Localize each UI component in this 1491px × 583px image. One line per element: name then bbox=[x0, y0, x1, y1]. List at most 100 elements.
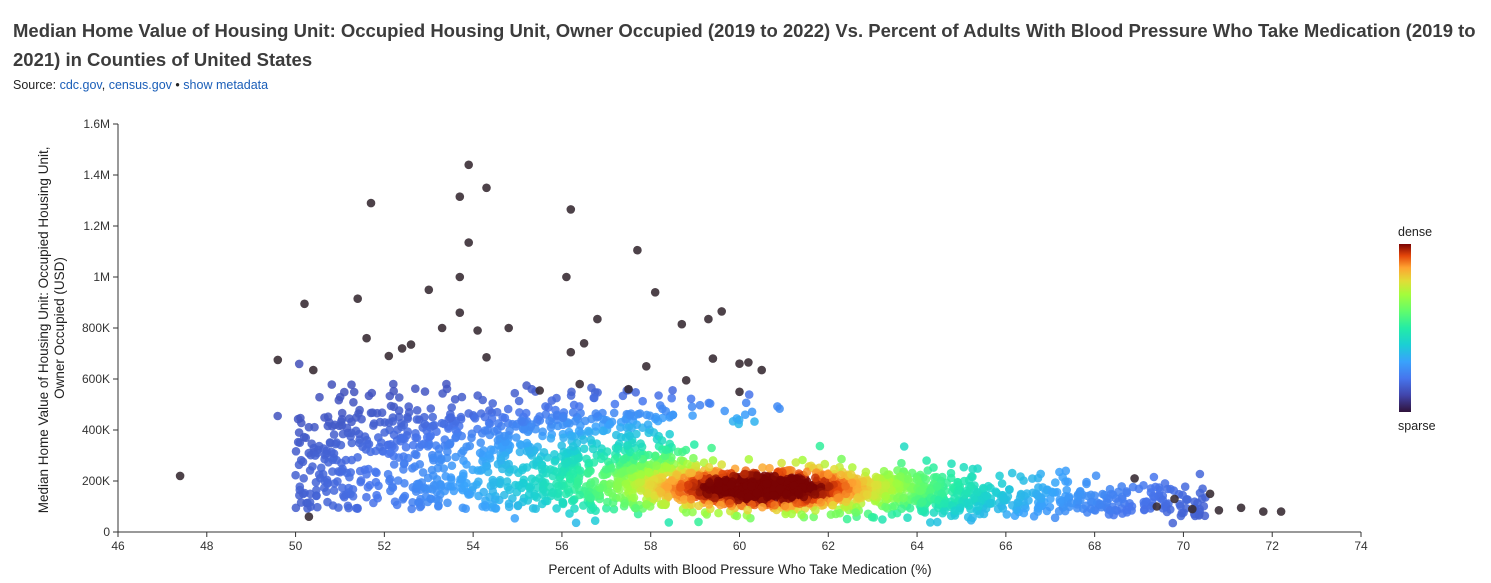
data-point[interactable] bbox=[525, 484, 535, 493]
data-point[interactable] bbox=[434, 502, 443, 511]
data-point[interactable] bbox=[357, 414, 366, 424]
outlier-data-point[interactable] bbox=[735, 387, 744, 397]
data-point[interactable] bbox=[572, 477, 582, 486]
data-point[interactable] bbox=[340, 387, 349, 397]
data-point[interactable] bbox=[644, 450, 653, 460]
data-point[interactable] bbox=[586, 493, 595, 503]
data-point[interactable] bbox=[485, 406, 494, 415]
data-point[interactable] bbox=[659, 499, 668, 508]
data-point[interactable] bbox=[408, 440, 418, 450]
data-point[interactable] bbox=[619, 455, 629, 464]
data-point[interactable] bbox=[347, 438, 357, 448]
data-point[interactable] bbox=[389, 460, 399, 469]
data-point[interactable] bbox=[777, 458, 786, 468]
data-point[interactable] bbox=[841, 497, 851, 507]
data-point[interactable] bbox=[384, 449, 393, 459]
data-point[interactable] bbox=[349, 398, 358, 407]
data-point[interactable] bbox=[464, 409, 474, 418]
outlier-data-point[interactable] bbox=[455, 192, 465, 201]
data-point[interactable] bbox=[431, 441, 441, 450]
data-point[interactable] bbox=[524, 490, 534, 499]
data-point[interactable] bbox=[654, 391, 663, 400]
data-point[interactable] bbox=[330, 479, 339, 488]
data-point[interactable] bbox=[388, 417, 398, 426]
data-point[interactable] bbox=[427, 465, 437, 475]
data-point[interactable] bbox=[526, 422, 535, 432]
data-point[interactable] bbox=[765, 463, 774, 473]
data-point[interactable] bbox=[986, 498, 995, 508]
data-point[interactable] bbox=[273, 411, 283, 421]
data-point[interactable] bbox=[853, 493, 863, 502]
data-point[interactable] bbox=[559, 433, 568, 443]
data-point[interactable] bbox=[890, 501, 900, 511]
data-point[interactable] bbox=[646, 480, 655, 489]
data-point[interactable] bbox=[714, 478, 723, 488]
data-point[interactable] bbox=[714, 484, 723, 494]
data-point[interactable] bbox=[798, 455, 807, 465]
data-point[interactable] bbox=[705, 478, 714, 487]
data-point[interactable] bbox=[993, 504, 1003, 514]
data-point[interactable] bbox=[744, 455, 754, 464]
data-point[interactable] bbox=[492, 407, 502, 417]
data-point[interactable] bbox=[631, 503, 640, 513]
outlier-data-point[interactable] bbox=[566, 347, 576, 357]
data-point[interactable] bbox=[304, 448, 314, 458]
data-point[interactable] bbox=[1028, 474, 1037, 483]
data-point[interactable] bbox=[411, 384, 420, 394]
data-point[interactable] bbox=[872, 480, 882, 490]
data-point[interactable] bbox=[773, 402, 782, 411]
data-point[interactable] bbox=[632, 429, 641, 439]
data-point[interactable] bbox=[1088, 497, 1097, 507]
data-point[interactable] bbox=[1034, 503, 1043, 512]
data-point[interactable] bbox=[851, 508, 860, 517]
data-point[interactable] bbox=[1193, 498, 1202, 508]
data-point[interactable] bbox=[869, 513, 879, 522]
data-point[interactable] bbox=[667, 393, 676, 403]
data-point[interactable] bbox=[663, 492, 673, 502]
data-point[interactable] bbox=[1062, 485, 1071, 495]
data-point[interactable] bbox=[627, 423, 636, 433]
data-point[interactable] bbox=[645, 411, 655, 421]
data-point[interactable] bbox=[833, 493, 842, 503]
data-point[interactable] bbox=[688, 411, 697, 420]
data-point[interactable] bbox=[879, 466, 889, 476]
data-point[interactable] bbox=[612, 430, 621, 440]
data-point[interactable] bbox=[355, 405, 364, 415]
data-point[interactable] bbox=[968, 472, 977, 482]
data-point[interactable] bbox=[686, 494, 696, 504]
data-point[interactable] bbox=[1195, 469, 1205, 479]
data-point[interactable] bbox=[428, 485, 437, 494]
data-point[interactable] bbox=[644, 467, 653, 477]
data-point[interactable] bbox=[1042, 506, 1052, 516]
outlier-data-point[interactable] bbox=[579, 339, 589, 348]
data-point[interactable] bbox=[921, 475, 931, 484]
data-point[interactable] bbox=[539, 448, 549, 457]
data-point[interactable] bbox=[495, 477, 505, 487]
data-point[interactable] bbox=[353, 504, 362, 513]
data-point[interactable] bbox=[613, 481, 622, 490]
data-point[interactable] bbox=[658, 413, 667, 423]
data-point[interactable] bbox=[447, 461, 457, 471]
data-point[interactable] bbox=[568, 408, 578, 417]
data-point[interactable] bbox=[590, 393, 599, 403]
data-point[interactable] bbox=[947, 459, 956, 469]
data-point[interactable] bbox=[704, 500, 714, 509]
data-point[interactable] bbox=[1122, 488, 1132, 498]
data-point[interactable] bbox=[567, 387, 576, 397]
data-point[interactable] bbox=[338, 483, 347, 493]
data-point[interactable] bbox=[395, 393, 404, 402]
data-point[interactable] bbox=[485, 450, 494, 459]
data-point[interactable] bbox=[489, 478, 498, 487]
data-point[interactable] bbox=[1016, 472, 1025, 481]
data-point[interactable] bbox=[504, 499, 514, 509]
data-point[interactable] bbox=[1067, 498, 1076, 508]
data-point[interactable] bbox=[687, 402, 697, 412]
data-point[interactable] bbox=[490, 504, 500, 513]
outlier-data-point[interactable] bbox=[437, 323, 447, 333]
data-point[interactable] bbox=[683, 480, 693, 490]
outlier-data-point[interactable] bbox=[717, 307, 726, 316]
data-point[interactable] bbox=[741, 398, 751, 408]
data-point[interactable] bbox=[498, 413, 507, 422]
data-point[interactable] bbox=[397, 418, 406, 428]
data-point[interactable] bbox=[295, 438, 305, 448]
